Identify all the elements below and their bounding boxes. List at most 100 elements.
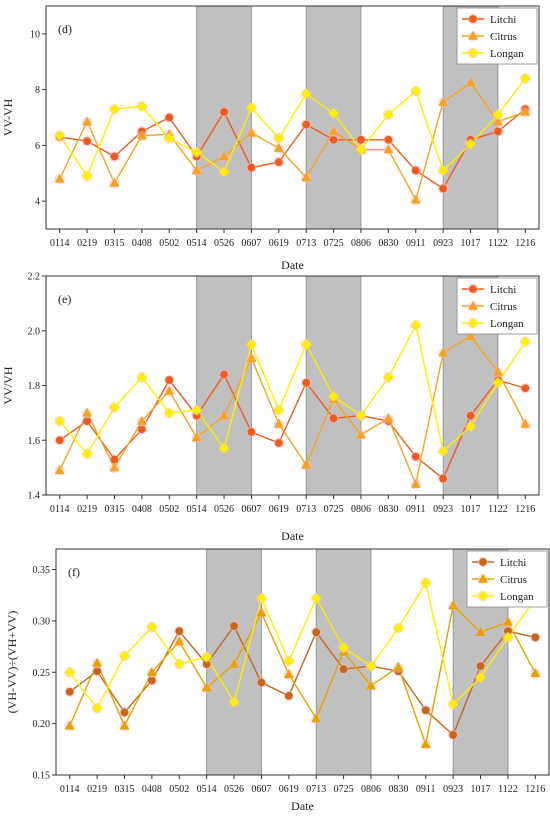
data-point-longan xyxy=(191,147,202,158)
legend-label-longan: Longan xyxy=(490,318,524,330)
x-tick-label: 0526 xyxy=(214,238,234,249)
data-point-longan xyxy=(81,448,93,460)
data-point-litchi xyxy=(466,411,475,420)
x-tick-label: 0713 xyxy=(306,784,326,795)
x-tick-label: 0713 xyxy=(296,238,316,249)
data-point-longan xyxy=(365,660,377,672)
data-point-citrus xyxy=(393,661,404,671)
data-point-citrus xyxy=(520,106,531,116)
x-tick-label: 1017 xyxy=(461,238,481,249)
x-tick-label: 0806 xyxy=(351,504,371,515)
x-tick-label: 0502 xyxy=(159,238,179,249)
series-line-litchi xyxy=(69,624,536,737)
series-line-longan xyxy=(59,323,526,456)
plot-frame xyxy=(55,548,550,776)
data-point-longan xyxy=(218,166,230,178)
y-axis-title: VV-VH xyxy=(1,98,15,136)
data-point-litchi xyxy=(165,376,174,384)
data-point-litchi xyxy=(137,425,146,434)
data-point-citrus xyxy=(328,126,339,136)
data-point-longan xyxy=(146,621,158,633)
data-point-longan xyxy=(437,165,449,176)
data-point-litchi xyxy=(384,135,393,144)
data-point-litchi xyxy=(329,414,338,423)
x-tick-label: 0806 xyxy=(361,784,381,795)
data-point-citrus xyxy=(219,410,229,420)
data-point-longan xyxy=(136,372,148,383)
x-tick-label: 0911 xyxy=(406,504,426,515)
data-point-longan xyxy=(273,404,285,416)
x-tick-label: 0619 xyxy=(279,784,299,795)
x-tick-label: 0725 xyxy=(324,504,344,515)
data-point-longan xyxy=(136,101,148,112)
x-tick-label: 0607 xyxy=(241,238,261,249)
y-tick-label: 0.35 xyxy=(33,565,51,576)
data-point-litchi xyxy=(83,137,91,146)
data-point-litchi xyxy=(247,163,256,172)
x-tick-label: 1122 xyxy=(488,504,508,515)
data-point-citrus xyxy=(219,151,229,161)
x-tick-label: 0725 xyxy=(324,238,344,249)
legend-marker-litchi xyxy=(469,15,477,23)
legend-marker-longan xyxy=(467,317,479,329)
chart-panel-1: 4 6 8 10 0114 0219 0315 0408 0502 0514 0526 0607 061… xyxy=(1,5,540,272)
data-point-litchi xyxy=(449,731,458,739)
data-point-citrus xyxy=(493,116,503,126)
shaded-period-2 xyxy=(315,548,372,776)
data-point-litchi xyxy=(476,662,485,671)
x-tick-label: 0725 xyxy=(334,784,354,795)
y-axis-title: (VH-VV)÷(VH+VV) xyxy=(5,611,19,714)
data-point-citrus xyxy=(109,462,120,472)
data-point-citrus xyxy=(246,127,257,137)
y-tick-label: 0.25 xyxy=(33,668,51,679)
x-tick-label: 0219 xyxy=(87,784,107,795)
chart-panel-3: 0.15 0.20 0.25 0.30 0.35 0114 0219 0315 0408 0502… xyxy=(5,548,550,813)
data-point-citrus xyxy=(475,626,486,636)
data-point-longan xyxy=(447,698,459,710)
data-point-citrus xyxy=(174,636,185,646)
x-tick-label: 0619 xyxy=(269,238,289,249)
y-tick-label: 10 xyxy=(30,29,40,40)
legend: Litchi Citrus Longan xyxy=(466,550,548,608)
legend-marker-longan xyxy=(477,590,489,602)
x-tick-label: 0911 xyxy=(416,784,436,795)
panel-label: (e) xyxy=(58,292,71,306)
y-tick-label: 1.6 xyxy=(28,436,41,447)
x-tick-label: 0315 xyxy=(104,504,124,515)
data-point-citrus xyxy=(229,658,239,668)
x-tick-label: 0526 xyxy=(224,784,244,795)
y-tick-label: 0.15 xyxy=(33,771,51,782)
data-point-citrus xyxy=(438,96,449,106)
data-point-citrus xyxy=(283,669,294,679)
data-point-longan xyxy=(502,632,514,643)
x-tick-label: 0713 xyxy=(296,504,316,515)
data-point-litchi xyxy=(439,474,448,483)
data-point-litchi xyxy=(120,708,129,717)
legend-marker-citrus xyxy=(468,30,478,40)
x-tick-label: 0502 xyxy=(169,784,189,795)
data-point-litchi xyxy=(220,370,228,379)
data-point-citrus xyxy=(256,607,267,617)
data-point-citrus xyxy=(311,713,322,723)
data-point-longan xyxy=(246,339,257,350)
data-point-citrus xyxy=(64,720,75,730)
legend: Litchi Citrus Longan xyxy=(456,277,538,335)
y-tick-label: 6 xyxy=(35,141,40,152)
data-point-litchi xyxy=(247,428,256,436)
data-point-longan xyxy=(191,404,202,416)
x-tick-label: 0806 xyxy=(351,238,371,249)
data-point-citrus xyxy=(246,352,257,362)
data-point-longan xyxy=(328,391,339,402)
data-point-citrus xyxy=(410,194,421,204)
x-tick-label: 0514 xyxy=(197,784,217,795)
data-point-citrus xyxy=(54,465,65,475)
data-point-longan xyxy=(174,658,185,670)
x-tick-label: 0219 xyxy=(77,504,97,515)
panel-label: (d) xyxy=(58,22,72,36)
data-point-longan xyxy=(246,102,257,113)
data-point-longan xyxy=(164,407,175,419)
legend-marker-citrus xyxy=(468,300,478,310)
x-tick-label: 0514 xyxy=(187,504,207,515)
x-tick-label: 0923 xyxy=(433,238,453,249)
data-point-longan xyxy=(228,696,240,708)
